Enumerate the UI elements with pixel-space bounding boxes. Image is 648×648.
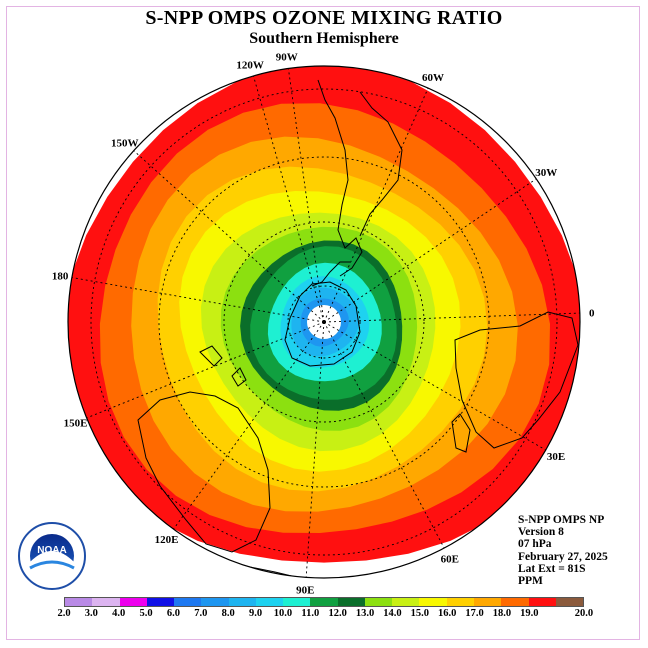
color-scale-label: 4.0 (112, 608, 126, 619)
color-scale-label: 6.0 (166, 608, 181, 619)
meridian-line (302, 321, 325, 578)
coastline-australia (137, 391, 271, 553)
color-swatch (364, 598, 393, 606)
latitude-circle (90, 88, 558, 556)
noaa-logo-text: NOAA (37, 545, 66, 556)
coastline-antarctica (284, 281, 361, 367)
longitude-label: 30E (547, 451, 565, 463)
color-swatch (555, 598, 584, 606)
color-swatch (283, 598, 311, 606)
color-swatch (201, 598, 229, 606)
color-swatch (65, 598, 93, 606)
color-scale-label: 19.0 (520, 608, 539, 619)
lat-lon-grid (68, 66, 580, 578)
color-scale: 2.0 3.0 4.0 5.0 6.0 7.0 8.0 9.0 10.0 11.0 12.0 13.0… (57, 597, 593, 621)
color-swatch (119, 598, 147, 606)
color-scale-label: 18.0 (492, 608, 512, 619)
latitude-circle (287, 285, 361, 359)
color-swatch (174, 598, 202, 606)
longitude-label: 60W (422, 72, 444, 84)
meridian-line (323, 321, 580, 473)
color-swatch (392, 598, 420, 606)
meridian-line (281, 66, 325, 323)
longitude-label: 60E (441, 554, 459, 566)
color-scale-label: 8.0 (221, 608, 235, 619)
coastline-south-america-east (359, 91, 403, 237)
color-scale-labels: 2.0 3.0 4.0 5.0 6.0 7.0 8.0 9.0 10.0 11.0 12.0 13.0… (57, 607, 593, 621)
color-scale-label: 13.0 (355, 608, 375, 619)
color-scale-label: 14.0 (383, 608, 402, 619)
plot-frame (6, 6, 640, 640)
meridian-line (323, 153, 573, 323)
color-swatch (92, 598, 120, 606)
south-pole-marker (322, 320, 326, 324)
longitude-labels: 90W 60W 30W 0 30E 60E 90E 120E 150E 180 150W 120W (52, 52, 595, 597)
longitude-label: 180 (52, 271, 69, 283)
color-swatch (255, 598, 284, 606)
map-title: S-NPP OMPS OZONE MIXING RATIO (145, 7, 503, 29)
info-panel: S-NPP OMPS NP Version 8 07 hPa February … (518, 514, 608, 587)
color-scale-label: 7.0 (194, 608, 208, 619)
longitude-label: 150E (64, 417, 88, 429)
map-subtitle: Southern Hemisphere (249, 30, 399, 47)
coastline-new-zealand (199, 345, 247, 387)
color-scale-label: 12.0 (328, 608, 347, 619)
info-latitude-extent: Lat Ext = 81S (518, 562, 586, 575)
info-instrument: S-NPP OMPS NP (518, 514, 605, 526)
longitude-label: 90E (296, 584, 314, 596)
color-swatch (337, 598, 365, 606)
info-date: February 27, 2025 (518, 550, 608, 563)
info-pressure-level: 07 hPa (518, 538, 552, 551)
longitude-label: 150W (111, 138, 139, 150)
meridian-line (323, 66, 447, 323)
meridian-line (323, 321, 466, 578)
coastline-madagascar (451, 413, 471, 453)
color-scale-label: 15.0 (410, 608, 429, 619)
color-swatch (446, 598, 474, 606)
coastline-south-america (317, 79, 363, 277)
color-scale-label: 10.0 (273, 608, 293, 619)
meridian-line (323, 311, 580, 323)
color-swatch (146, 598, 175, 606)
color-swatch (473, 598, 502, 606)
color-scale-bar (64, 597, 584, 607)
info-units: PPM (518, 575, 543, 588)
color-scale-label: 17.0 (465, 608, 484, 619)
color-swatch (228, 598, 256, 606)
meridian-line (100, 120, 325, 323)
ozone-contour-fill (68, 66, 580, 563)
map-boundary (67, 65, 581, 579)
latitude-circle (158, 156, 490, 488)
meridian-line (147, 321, 325, 565)
color-scale-label: 11.0 (301, 608, 320, 619)
color-swatch (419, 598, 447, 606)
color-scale-label: 20.0 (574, 608, 594, 619)
info-version: Version 8 (518, 526, 564, 539)
color-scale-label: 5.0 (139, 608, 153, 619)
longitude-label: 120W (236, 59, 264, 71)
longitude-label: 120E (155, 534, 179, 546)
color-scale-label: 16.0 (437, 608, 457, 619)
meridian-line (68, 269, 325, 323)
color-scale-label: 9.0 (249, 608, 263, 619)
meridian-line (68, 321, 325, 435)
color-scale-label: 3.0 (84, 608, 98, 619)
longitude-label: 90W (276, 52, 298, 64)
color-swatch (310, 598, 338, 606)
longitude-label: 0 (589, 308, 595, 320)
color-swatch (501, 598, 529, 606)
color-swatch (528, 598, 556, 606)
latitude-circle (223, 221, 425, 423)
color-scale-label: 2.0 (57, 608, 71, 619)
coastline-africa (454, 311, 579, 449)
meridian-line (240, 66, 325, 323)
longitude-label: 30W (535, 167, 557, 179)
